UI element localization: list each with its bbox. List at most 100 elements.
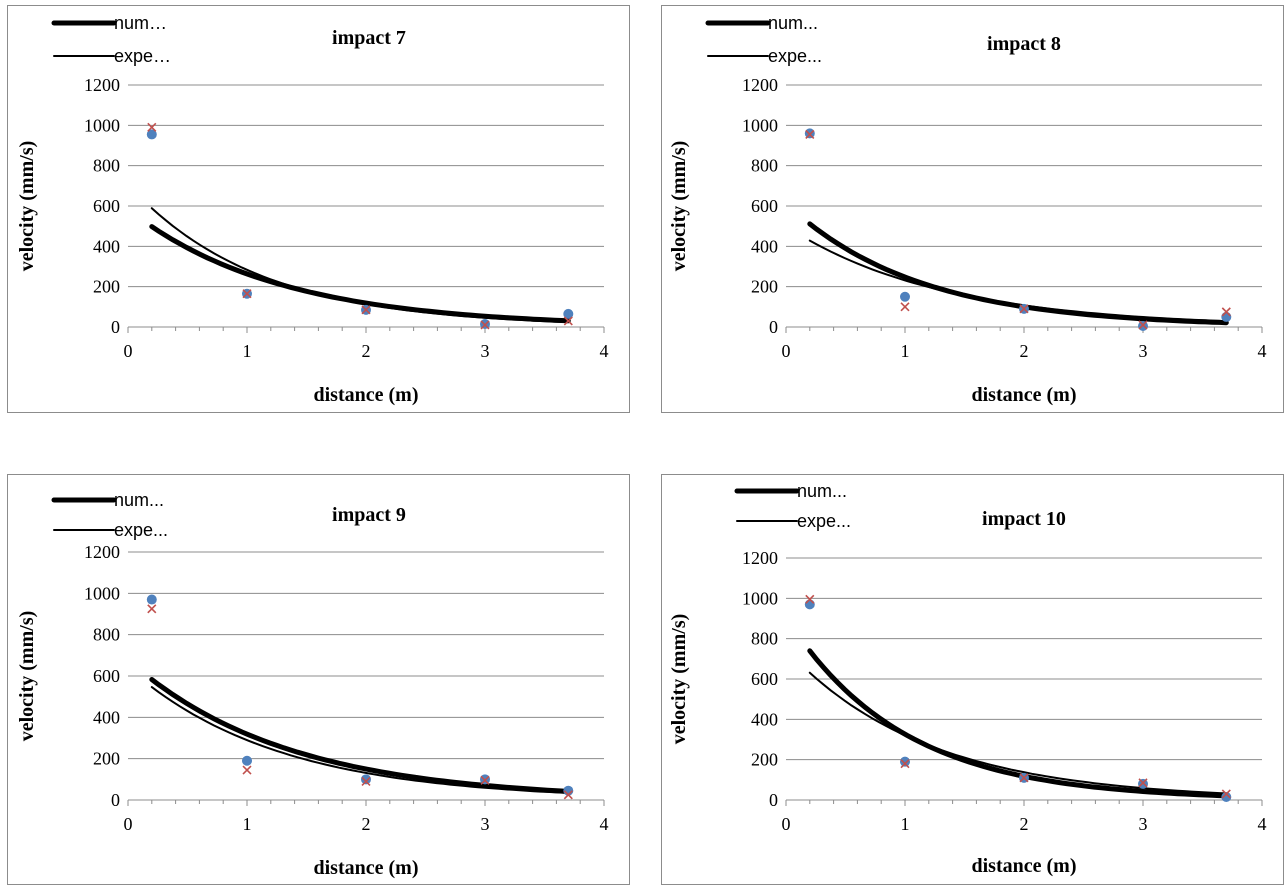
data-point-num (146, 129, 157, 140)
legend-label-expe: expe... (797, 511, 851, 531)
y-tick-label: 600 (751, 669, 778, 689)
y-tick-label: 200 (751, 277, 778, 297)
data-point-expe (1019, 773, 1029, 783)
y-tick-label: 400 (93, 236, 120, 256)
y-tick-label: 400 (751, 709, 778, 729)
y-tick-label: 1200 (84, 542, 120, 562)
data-point-expe (242, 765, 252, 775)
data-point-expe (805, 129, 815, 139)
x-tick-label: 2 (362, 814, 371, 834)
chart-impact-9: 0 200 400 600 800 1000 1200 0 1 2 3 4 impact 9 distan… (16, 490, 609, 879)
data-point-num (146, 594, 157, 605)
data-point-expe (900, 759, 910, 769)
chart-impact-7: 0 200 400 600 800 1000 1200 0 1 2 3 4 impact 7 distan… (16, 13, 609, 406)
data-point-expe (147, 122, 157, 132)
x-tick-label: 0 (124, 814, 133, 834)
chart-panel-impact-9: 0 200 400 600 800 1000 1200 0 1 2 3 4 impact 9 distan… (7, 474, 630, 885)
x-tick-label: 0 (782, 341, 791, 361)
x-tick-label: 2 (1020, 341, 1029, 361)
y-axis-label: velocity (mm/s) (16, 141, 38, 272)
data-point-num (1221, 791, 1232, 802)
legend-label-expe: expe... (768, 46, 822, 66)
y-axis-label: velocity (mm/s) (668, 614, 690, 745)
data-point-expe (242, 289, 252, 299)
y-tick-label: 200 (751, 750, 778, 770)
trendline-expe (150, 686, 570, 794)
trendline-expe (808, 671, 1228, 795)
x-tick-label: 1 (901, 814, 910, 834)
data-point-num (900, 291, 910, 302)
data-point-num (563, 308, 574, 319)
x-tick-label: 3 (1139, 814, 1148, 834)
x-tick-label: 1 (243, 341, 252, 361)
y-tick-label: 1200 (742, 548, 778, 568)
y-tick-label: 800 (751, 156, 778, 176)
data-point-expe (1221, 307, 1231, 317)
data-point-expe (1019, 304, 1029, 314)
x-tick-label: 4 (1258, 814, 1267, 834)
data-point-expe (361, 776, 371, 786)
y-tick-label: 600 (751, 196, 778, 216)
x-axis-label: distance (m) (314, 857, 419, 879)
chart-panel-impact-10: 0 200 400 600 800 1000 1200 0 1 2 3 4 impact 10 dista… (661, 474, 1284, 885)
data-point-expe (563, 316, 573, 326)
trendline-expe (808, 239, 1228, 323)
y-tick-label: 0 (769, 317, 778, 337)
legend-label-num: num... (797, 481, 847, 501)
trendline-num (149, 677, 571, 794)
legend-label-num: num... (768, 13, 818, 33)
y-tick-label: 1000 (742, 588, 778, 608)
data-point-expe (147, 604, 157, 614)
data-point-num (242, 755, 252, 766)
data-point-expe (900, 302, 910, 312)
data-point-expe (1138, 320, 1148, 330)
trendline-expe (150, 207, 570, 324)
y-tick-label: 0 (111, 790, 120, 810)
x-axis-label: distance (m) (972, 855, 1077, 877)
legend-label-num: num… (114, 13, 167, 33)
x-tick-label: 4 (1258, 341, 1267, 361)
x-tick-label: 3 (1139, 341, 1148, 361)
data-point-expe (805, 594, 815, 604)
chart-impact-8: 0 200 400 600 800 1000 1200 0 1 2 3 4 impact 8 distan… (668, 13, 1267, 406)
x-tick-label: 2 (362, 341, 371, 361)
y-tick-label: 600 (93, 666, 120, 686)
x-tick-label: 0 (782, 814, 791, 834)
x-tick-label: 1 (243, 814, 252, 834)
x-tick-label: 4 (600, 814, 609, 834)
chart-title: impact 10 (982, 508, 1066, 530)
y-tick-label: 1000 (742, 115, 778, 135)
y-tick-label: 400 (751, 236, 778, 256)
legend-label-expe: expe… (114, 46, 171, 66)
y-axis-label: velocity (mm/s) (16, 611, 38, 742)
y-tick-label: 200 (93, 749, 120, 769)
x-axis-label: distance (m) (972, 384, 1077, 406)
chart-title: impact 9 (332, 504, 406, 526)
trendline-num (149, 224, 571, 324)
data-point-expe (1138, 778, 1148, 788)
x-tick-label: 3 (481, 341, 490, 361)
chart-impact-10: 0 200 400 600 800 1000 1200 0 1 2 3 4 impact 10 dista… (668, 481, 1267, 877)
trendline-num (807, 221, 1229, 326)
trendline-num (807, 648, 1229, 799)
data-point-num (1221, 311, 1232, 322)
x-tick-label: 1 (901, 341, 910, 361)
chart-panel-impact-8: 0 200 400 600 800 1000 1200 0 1 2 3 4 impact 8 distan… (661, 5, 1284, 413)
y-tick-label: 400 (93, 707, 120, 727)
x-tick-label: 2 (1020, 814, 1029, 834)
y-axis-label: velocity (mm/s) (668, 141, 690, 272)
x-axis-label: distance (m) (314, 384, 419, 406)
y-tick-label: 200 (93, 277, 120, 297)
y-tick-label: 800 (93, 625, 120, 645)
chart-title: impact 8 (987, 33, 1061, 55)
chart-panel-impact-7: 0 200 400 600 800 1000 1200 0 1 2 3 4 impact 7 distan… (7, 5, 630, 413)
y-tick-label: 0 (769, 790, 778, 810)
data-point-expe (480, 775, 490, 785)
y-tick-label: 0 (111, 317, 120, 337)
chart-title: impact 7 (332, 27, 406, 49)
y-tick-label: 1000 (84, 115, 120, 135)
data-point-num (804, 599, 815, 610)
legend-label-num: num... (114, 490, 164, 510)
y-tick-label: 1200 (84, 75, 120, 95)
data-point-expe (563, 790, 573, 800)
